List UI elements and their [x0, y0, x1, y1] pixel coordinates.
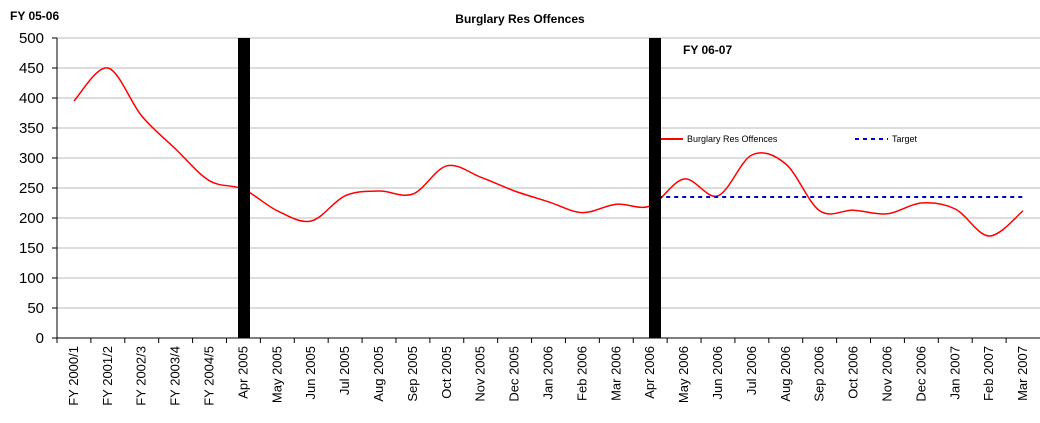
- x-tick-label: Jun 2006: [710, 346, 725, 400]
- x-tick-label: Apr 2005: [235, 346, 250, 399]
- x-tick-label: Oct 2005: [439, 346, 454, 399]
- x-tick-label: Aug 2006: [778, 346, 793, 402]
- x-tick-label: Jan 2007: [947, 346, 962, 400]
- x-tick-label: FY 2003/4: [168, 346, 183, 406]
- x-tick-label: Apr 2006: [642, 346, 657, 399]
- y-tick-label: 350: [19, 120, 44, 137]
- x-tick-label: FY 2000/1: [66, 346, 81, 406]
- x-tick-label: Nov 2006: [879, 346, 894, 402]
- annotation: FY 06-07: [683, 43, 732, 57]
- y-tick-label: 400: [19, 90, 44, 107]
- y-tick-label: 500: [19, 30, 44, 47]
- data-line: [73, 67, 1024, 237]
- y-tick-label: 450: [19, 60, 44, 77]
- x-tick-label: Dec 2006: [913, 346, 928, 402]
- x-tick-label: Jul 2005: [337, 346, 352, 395]
- y-tick-label: 0: [36, 330, 44, 347]
- x-tick-label: FY 2004/5: [202, 346, 217, 406]
- x-tick-label: Dec 2005: [507, 346, 522, 402]
- x-tick-label: May 2005: [269, 346, 284, 403]
- x-tick-label: Jun 2005: [303, 346, 318, 400]
- y-tick-label: 50: [27, 300, 44, 317]
- x-tick-label: Aug 2005: [371, 346, 386, 402]
- x-tick-label: Feb 2007: [981, 346, 996, 401]
- x-tick-label: Jan 2006: [541, 346, 556, 400]
- x-tick-label: Feb 2006: [574, 346, 589, 401]
- y-tick-label: 300: [19, 150, 44, 167]
- x-tick-label: Mar 2007: [1015, 346, 1030, 401]
- y-tick-label: 200: [19, 210, 44, 227]
- legend-label: Target: [892, 134, 918, 144]
- y-tick-label: 100: [19, 270, 44, 287]
- annotation: FY 05-06: [10, 9, 59, 23]
- x-tick-label: Jul 2006: [744, 346, 759, 395]
- x-tick-label: Mar 2006: [608, 346, 623, 401]
- x-tick-label: May 2006: [676, 346, 691, 403]
- x-tick-label: Oct 2006: [846, 346, 861, 399]
- x-tick-label: Nov 2005: [473, 346, 488, 402]
- x-tick-label: FY 2001/2: [100, 346, 115, 406]
- x-tick-label: Sep 2005: [405, 346, 420, 402]
- y-tick-label: 150: [19, 240, 44, 257]
- legend-label: Burglary Res Offences: [687, 134, 778, 144]
- x-tick-label: FY 2002/3: [134, 346, 149, 406]
- y-tick-label: 250: [19, 180, 44, 197]
- x-tick-label: Sep 2006: [812, 346, 827, 402]
- period-divider: [238, 38, 250, 338]
- chart-title: Burglary Res Offences: [455, 12, 585, 26]
- period-divider: [649, 38, 661, 338]
